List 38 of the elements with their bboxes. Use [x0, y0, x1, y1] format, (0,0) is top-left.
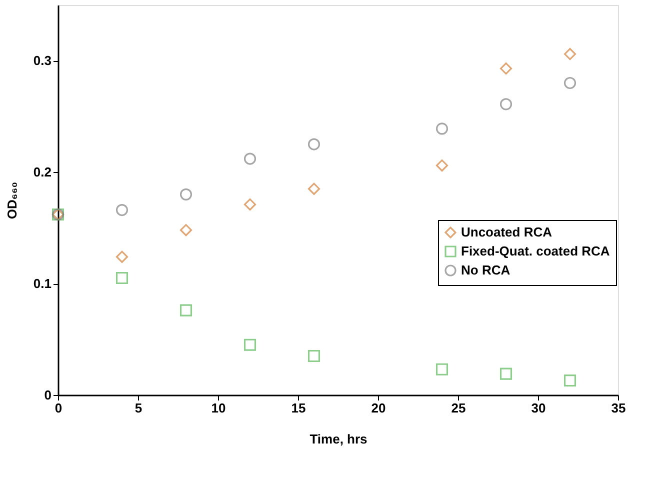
point [500, 98, 512, 110]
point [436, 159, 448, 172]
point [564, 76, 576, 90]
y-tick-label: 0.3 [33, 53, 52, 68]
y-tick-label: 0.2 [33, 164, 52, 180]
legend-label: Uncoated RCA [461, 224, 553, 240]
point [308, 138, 320, 150]
x-tick-label: 0 [54, 400, 62, 416]
y-tick-label: 0 [44, 388, 52, 402]
point [308, 182, 320, 195]
point [180, 224, 192, 236]
x-tick-label: 30 [531, 400, 546, 416]
x-tick-label: 5 [134, 400, 142, 416]
point [564, 48, 576, 60]
point [436, 122, 448, 135]
point [180, 188, 192, 200]
x-tick-label: 20 [371, 400, 386, 416]
x-tick-label: 25 [451, 400, 466, 416]
point [308, 350, 320, 362]
point [244, 198, 256, 210]
x-tick-label: 10 [211, 400, 226, 416]
legend-label: Fixed-Quat. coated RCA [461, 244, 610, 258]
point [500, 368, 512, 380]
legend-label: No RCA [461, 262, 511, 278]
point [244, 338, 256, 351]
x-tick-label: 15 [291, 400, 306, 416]
x-axis-title: Time, hrs [310, 432, 368, 446]
point [180, 304, 192, 316]
point [500, 62, 512, 75]
x-tick-label: 35 [611, 400, 626, 416]
y-tick-label: 0.1 [33, 276, 52, 292]
point [244, 152, 256, 165]
point [436, 363, 448, 376]
point [116, 250, 128, 263]
point [116, 204, 128, 216]
point [116, 272, 128, 284]
point [564, 374, 576, 387]
y-axis-title: OD₆₆₀ [4, 182, 20, 220]
